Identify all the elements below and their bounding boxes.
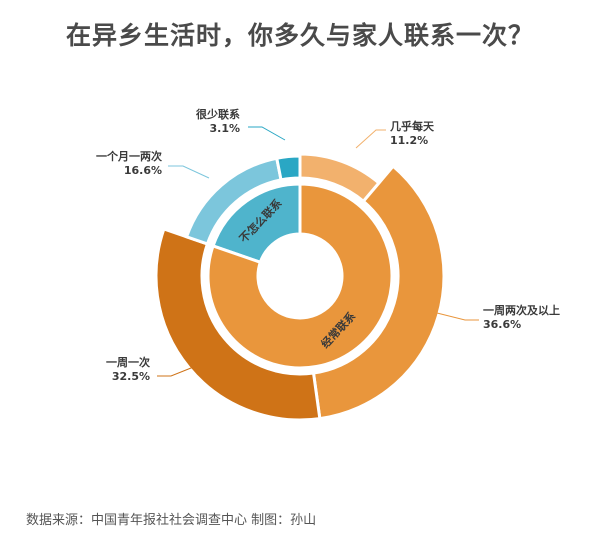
leader-line-2 bbox=[157, 365, 197, 377]
outer-ring bbox=[154, 152, 446, 422]
outer-label-1: 一周两次及以上 bbox=[483, 303, 560, 317]
inner-ring bbox=[206, 182, 394, 370]
source-note: 数据来源：中国青年报社社会调查中心 制图：孙山 bbox=[26, 513, 317, 528]
inner-slice-1 bbox=[206, 182, 394, 370]
outer-slice-1 bbox=[311, 164, 446, 421]
outer-label-0: 几乎每天 bbox=[390, 119, 435, 133]
outer-value-4: 3.1% bbox=[209, 122, 240, 135]
outer-value-1: 36.6% bbox=[483, 318, 521, 331]
outer-value-0: 11.2% bbox=[390, 134, 428, 147]
leader-line-1 bbox=[432, 311, 479, 321]
outer-slice-2 bbox=[154, 227, 322, 422]
outer-value-3: 16.6% bbox=[124, 164, 162, 177]
outer-label-2: 一周一次 bbox=[106, 355, 150, 369]
inner-slice-0 bbox=[211, 182, 302, 265]
leader-line-3 bbox=[168, 165, 210, 179]
outer-value-2: 32.5% bbox=[112, 370, 150, 383]
leader-line-0 bbox=[355, 129, 386, 149]
leader-line-4 bbox=[248, 126, 286, 141]
outer-label-3: 一个月一两次 bbox=[96, 149, 162, 163]
outer-slice-4 bbox=[275, 154, 302, 182]
leader-lines bbox=[157, 126, 479, 377]
outer-label-4: 很少联系 bbox=[195, 107, 240, 121]
chart-title: 在异乡生活时，你多久与家人联系一次？ bbox=[65, 21, 534, 50]
